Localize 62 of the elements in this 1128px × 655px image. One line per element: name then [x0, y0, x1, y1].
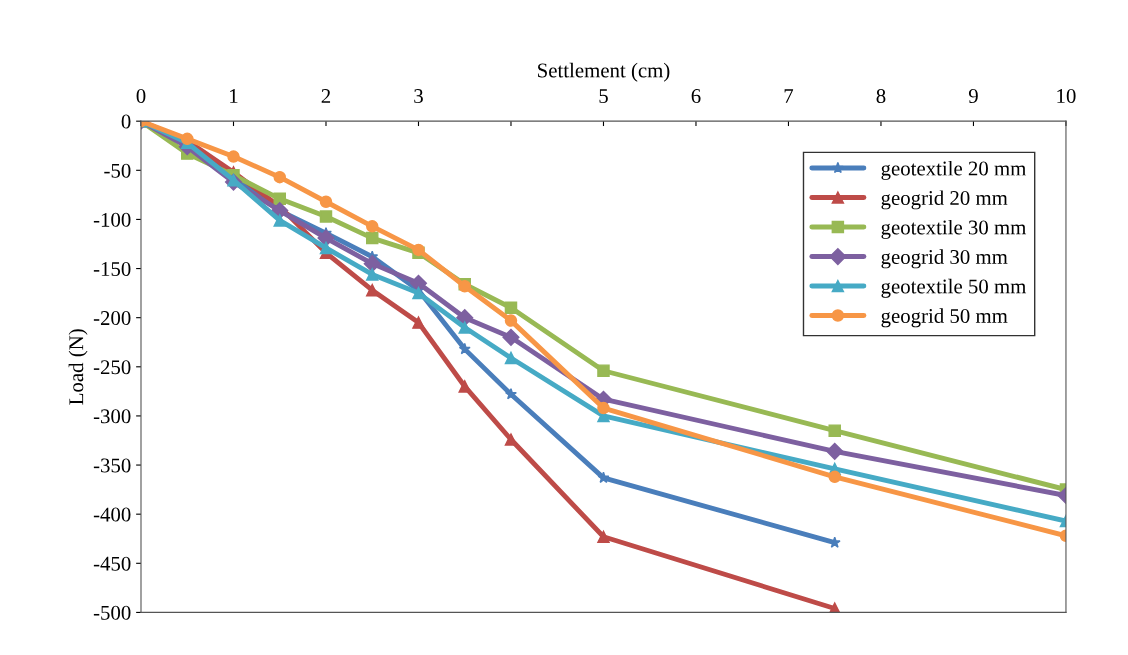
- point: [826, 442, 844, 460]
- point: [412, 286, 425, 300]
- x-tick-label: 9: [968, 89, 978, 104]
- point: [504, 301, 518, 315]
- point: [504, 351, 518, 365]
- point: [504, 433, 518, 446]
- x-tick-label: 2: [321, 89, 331, 103]
- point: [458, 380, 471, 393]
- point: [319, 241, 333, 255]
- point: [504, 314, 518, 327]
- point: [227, 150, 240, 163]
- point: [365, 283, 379, 297]
- y-axis-title: Load (N): [68, 329, 88, 405]
- point: [319, 195, 333, 208]
- y-tick-label: -150: [93, 261, 131, 276]
- y-tick-label: -100: [93, 212, 131, 227]
- point: [273, 170, 286, 184]
- y-tick-label: -450: [93, 556, 131, 571]
- point: [273, 192, 286, 206]
- point: [597, 364, 610, 377]
- y-tick-label: -300: [93, 409, 131, 424]
- point: [458, 342, 471, 355]
- point: [409, 274, 428, 292]
- point: [502, 328, 520, 346]
- y-tick-label: -500: [93, 605, 131, 620]
- point: [412, 316, 425, 329]
- point: [828, 470, 841, 484]
- y-tick-label: -200: [93, 311, 131, 326]
- x-tick-label: 7: [784, 89, 794, 103]
- point: [456, 309, 474, 327]
- point: [597, 530, 610, 544]
- point: [365, 268, 379, 281]
- x-tick-label: 6: [691, 89, 701, 104]
- x-tick-label: 0: [136, 89, 146, 104]
- point: [363, 255, 381, 273]
- legend-label: geotextile 50 mm: [881, 278, 1027, 298]
- x-tick-label: 1: [230, 89, 238, 103]
- x-tick-label: 5: [599, 89, 608, 104]
- y-tick-label: -350: [93, 458, 131, 473]
- point: [597, 471, 610, 484]
- legend-label: geogrid 20 mm: [881, 190, 1008, 210]
- x-tick-label: 8: [876, 89, 886, 104]
- legend-label: geotextile 20 mm: [881, 160, 1027, 180]
- x-tick-label: 3: [414, 89, 423, 104]
- point: [828, 424, 841, 437]
- point: [365, 220, 379, 233]
- point: [319, 210, 333, 223]
- legend-label: geogrid 30 mm: [881, 249, 1008, 269]
- x-tick-label: 10: [1057, 89, 1076, 104]
- y-tick-label: -400: [93, 507, 131, 522]
- x-axis-title: Settlement (cm): [538, 62, 670, 82]
- y-tick-label: -50: [104, 163, 131, 178]
- point: [597, 401, 610, 415]
- point: [227, 173, 240, 187]
- legend-label: geotextile 30 mm: [881, 219, 1027, 239]
- y-tick-label: -250: [93, 360, 131, 375]
- y-tick-label: 0: [121, 114, 131, 129]
- point: [365, 231, 379, 245]
- legend-label: geogrid 50 mm: [881, 308, 1008, 328]
- point: [273, 214, 286, 227]
- point: [505, 388, 517, 400]
- point: [458, 321, 471, 334]
